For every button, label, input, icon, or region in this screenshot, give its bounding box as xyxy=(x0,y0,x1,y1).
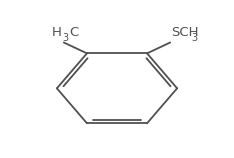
Text: 3: 3 xyxy=(191,33,197,43)
Text: H: H xyxy=(52,25,62,39)
Text: SCH: SCH xyxy=(171,25,199,39)
Text: 3: 3 xyxy=(63,33,69,43)
Text: C: C xyxy=(69,25,78,39)
